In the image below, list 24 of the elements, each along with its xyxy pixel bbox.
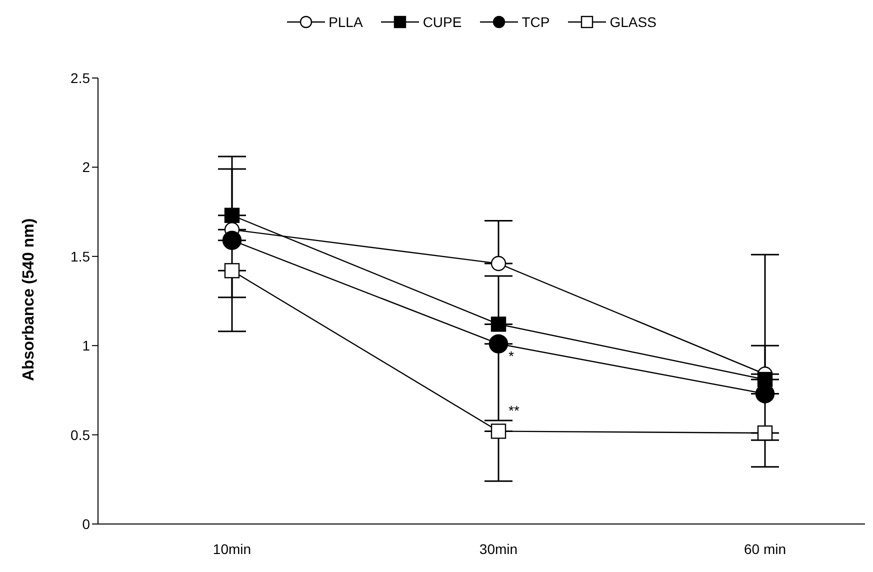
y-tick-label: 0.5 bbox=[70, 426, 90, 443]
point bbox=[488, 334, 508, 354]
y-tick-label: 1 bbox=[82, 338, 90, 354]
point bbox=[757, 425, 773, 441]
x-tick-label: 60 min bbox=[744, 540, 786, 557]
legend-label: GLASS bbox=[610, 14, 656, 30]
x-tick-label: 30min bbox=[479, 540, 518, 557]
point bbox=[222, 230, 242, 250]
point bbox=[224, 263, 240, 278]
y-tick-label: 0 bbox=[82, 516, 90, 532]
legend-label: CUPE bbox=[422, 14, 462, 30]
point bbox=[224, 208, 240, 223]
point bbox=[490, 256, 506, 272]
y-axis-title: Absorbance (540 nm) bbox=[20, 218, 38, 381]
y-tick-label: 2 bbox=[82, 159, 90, 176]
legend-label: PLLA bbox=[328, 14, 363, 30]
point bbox=[490, 424, 506, 439]
y-tick-label: 1.5 bbox=[70, 248, 90, 264]
x-tick-label: 10min bbox=[212, 540, 252, 557]
annotation: * bbox=[508, 348, 514, 364]
y-tick-label: 2.5 bbox=[70, 70, 90, 86]
annotation: ** bbox=[508, 402, 520, 418]
point bbox=[490, 316, 506, 332]
legend-label: TCP bbox=[522, 14, 550, 30]
